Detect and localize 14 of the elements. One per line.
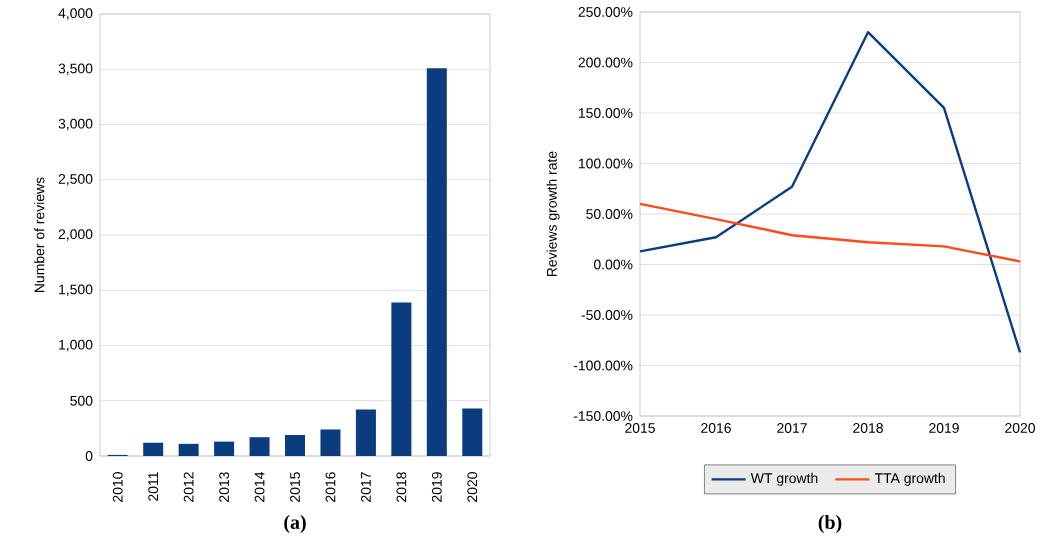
line-series — [638, 202, 1022, 263]
bar — [249, 437, 270, 456]
bar — [214, 441, 235, 456]
bar — [320, 429, 341, 456]
bar — [355, 409, 376, 456]
text: (a) — [284, 514, 306, 534]
bar — [426, 68, 447, 456]
bar — [462, 408, 483, 456]
bar — [391, 302, 412, 456]
bar — [285, 435, 306, 456]
bar — [178, 443, 199, 456]
bar — [143, 442, 164, 456]
text: (b) — [818, 514, 842, 534]
line-series — [638, 31, 1022, 354]
